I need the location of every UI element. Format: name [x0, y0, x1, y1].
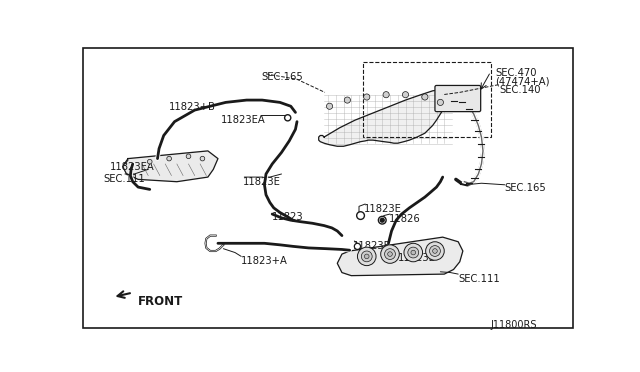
Text: (47474+A): (47474+A)	[495, 76, 550, 86]
Circle shape	[388, 252, 392, 256]
Polygon shape	[123, 151, 218, 182]
Circle shape	[385, 249, 396, 260]
Polygon shape	[319, 89, 454, 146]
Text: SEC.165: SEC.165	[505, 183, 547, 193]
Text: J11800RS: J11800RS	[491, 320, 537, 330]
Circle shape	[344, 97, 351, 103]
Text: FRONT: FRONT	[138, 295, 184, 308]
Circle shape	[426, 242, 444, 260]
Circle shape	[167, 156, 172, 161]
Circle shape	[404, 243, 422, 262]
Text: 11823+A: 11823+A	[241, 256, 288, 266]
Text: 11823EA: 11823EA	[109, 162, 154, 172]
Bar	[363, 62, 491, 137]
Circle shape	[362, 251, 372, 262]
Circle shape	[433, 249, 437, 253]
Circle shape	[364, 254, 369, 259]
Circle shape	[200, 156, 205, 161]
Text: 11823EA: 11823EA	[221, 115, 266, 125]
Circle shape	[355, 243, 360, 250]
Text: 11826: 11826	[388, 214, 420, 224]
Text: SEC.165: SEC.165	[261, 73, 303, 82]
Text: SEC.111: SEC.111	[103, 174, 145, 184]
Text: 11823E: 11823E	[397, 253, 436, 263]
Text: 11823E: 11823E	[353, 241, 390, 251]
Polygon shape	[337, 237, 463, 276]
Circle shape	[411, 250, 415, 255]
Text: 11823E: 11823E	[243, 177, 280, 187]
Circle shape	[437, 99, 444, 106]
Circle shape	[378, 217, 386, 224]
Text: SEC.470: SEC.470	[495, 68, 537, 78]
Circle shape	[147, 159, 152, 164]
Circle shape	[326, 103, 333, 109]
Circle shape	[403, 92, 408, 98]
Text: 11823+B: 11823+B	[169, 102, 216, 112]
Circle shape	[381, 245, 399, 263]
Circle shape	[358, 247, 376, 266]
Circle shape	[422, 94, 428, 100]
Circle shape	[380, 218, 384, 222]
Circle shape	[383, 92, 389, 98]
Text: 11823: 11823	[272, 212, 304, 222]
Circle shape	[364, 94, 370, 100]
FancyBboxPatch shape	[435, 86, 481, 112]
Text: SEC.140: SEC.140	[499, 85, 541, 95]
Circle shape	[285, 115, 291, 121]
Circle shape	[356, 212, 364, 219]
Circle shape	[408, 247, 419, 258]
Circle shape	[186, 154, 191, 158]
Circle shape	[429, 246, 440, 256]
Text: SEC.111: SEC.111	[458, 274, 500, 284]
Text: 11823E: 11823E	[364, 204, 401, 214]
